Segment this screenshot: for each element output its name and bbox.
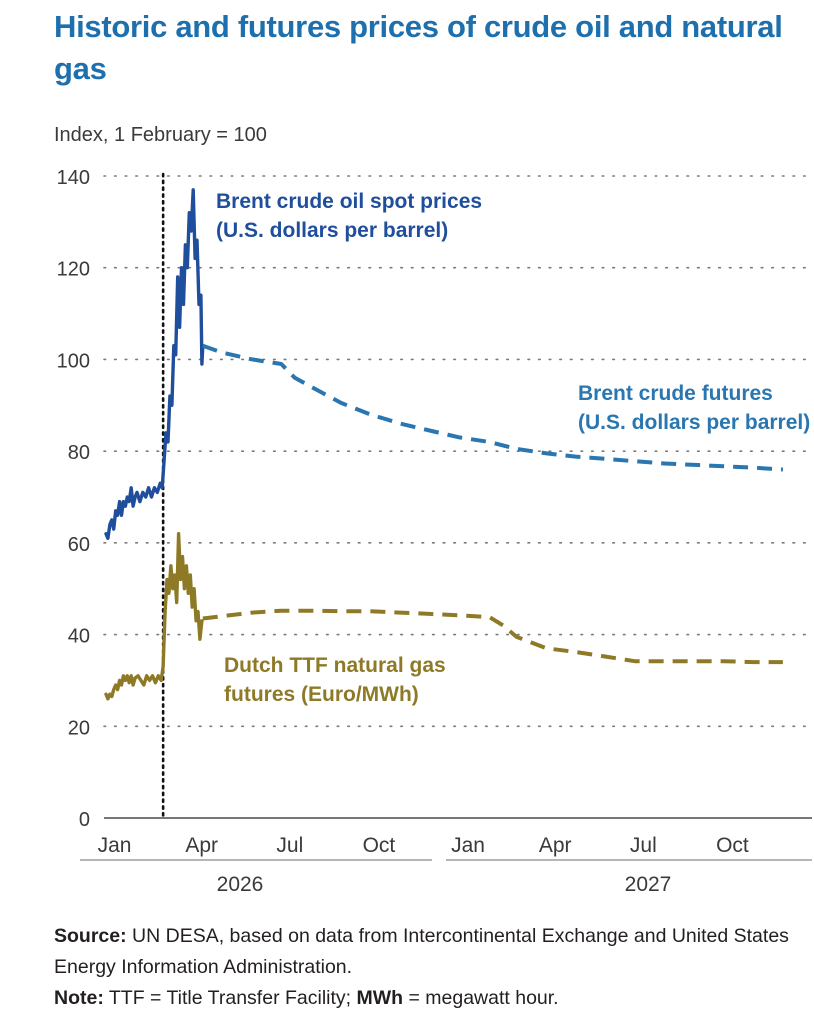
source-label: Source: [54, 925, 127, 947]
y-tick-label: 40 [68, 626, 90, 648]
x-tick-label: Apr [539, 834, 572, 857]
series-label-line: Brent crude oil spot prices [216, 190, 482, 213]
series-label: Brent crude oil spot prices (U.S. dollars… [216, 190, 482, 242]
y-tick-label: 0 [79, 809, 90, 831]
note-mwh-label: MWh [356, 987, 404, 1009]
y-axis-units-label: Index, 1 February = 100 [54, 124, 267, 146]
series-line [104, 188, 205, 540]
year-label: 2026 [217, 873, 264, 896]
series-label-line: (U.S. dollars per barrel) [216, 219, 448, 242]
chart-notes: Source: UN DESA, based on data from Inte… [54, 921, 804, 1014]
y-tick-label: 80 [68, 442, 90, 464]
x-tick-label: Apr [185, 834, 218, 857]
chart-title: Historic and futures prices of crude oil… [54, 9, 783, 86]
x-tick-label: Oct [363, 834, 396, 857]
series-line [202, 608, 783, 665]
series-line [104, 532, 204, 701]
x-tick-label: Oct [716, 834, 749, 857]
abbreviation-note: Note: TTF = Title Transfer Facility; MWh… [54, 983, 804, 1014]
year-label: 2027 [625, 873, 672, 896]
source-text: UN DESA, based on data from Intercontine… [54, 925, 789, 978]
series-label-line: Brent crude futures [578, 382, 773, 405]
note-label: Note: [54, 987, 104, 1009]
y-tick-label: 140 [57, 167, 90, 189]
series-label-line: (U.S. dollars per barrel) [578, 411, 810, 434]
note-text-end: = megawatt hour. [403, 987, 559, 1009]
series-label: Brent crude futures (U.S. dollars per bar… [578, 382, 810, 434]
series-label-line: Dutch TTF natural gas [224, 654, 446, 677]
y-tick-label: 100 [57, 350, 90, 372]
y-tick-label: 20 [68, 717, 90, 739]
series-label-line: futures (Euro/MWh) [224, 683, 419, 706]
series-line [202, 343, 784, 472]
x-tick-label: Jul [276, 834, 303, 857]
note-text: TTF = Title Transfer Facility; [103, 987, 357, 1009]
x-tick-label: Jul [630, 834, 657, 857]
y-tick-label: 60 [68, 534, 90, 556]
x-tick-label: Jan [451, 834, 485, 857]
source-note: Source: UN DESA, based on data from Inte… [54, 921, 804, 983]
chart-plot: 0 20 40 60 80 100 120 140 Jan Apr Jul Oct Jan Apr Jul O… [57, 167, 813, 896]
x-tick-label: Jan [98, 834, 132, 857]
y-tick-label: 120 [57, 259, 90, 281]
series-label: Dutch TTF natural gas futures (Euro/MWh) [224, 654, 446, 706]
